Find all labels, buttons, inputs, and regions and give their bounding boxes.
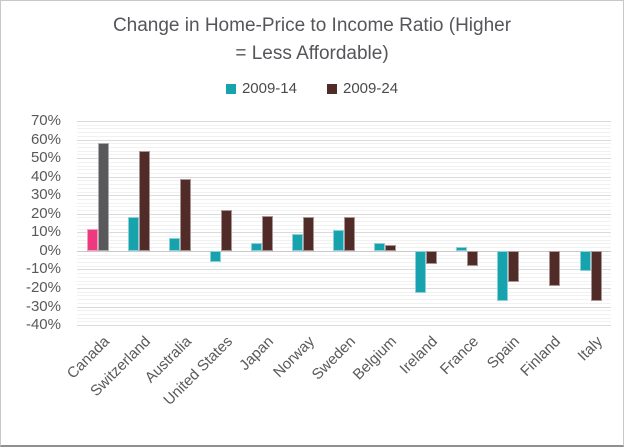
gridline-minor [77, 147, 611, 148]
gridline-minor [77, 169, 611, 171]
gridline-major [77, 139, 611, 141]
gridline-minor [77, 187, 611, 189]
bar-japan-2009-14 [250, 243, 262, 251]
bar-belgium-2009-14 [374, 243, 386, 251]
y-tick-label: 40% [30, 167, 61, 185]
gridline-minor [77, 184, 611, 186]
gridline-minor [77, 265, 611, 267]
bar-australia-2009-24 [179, 178, 191, 251]
y-tick-label: -40% [25, 316, 61, 333]
y-tick-label: -20% [25, 278, 61, 296]
chart-title: Change in Home-Price to Income Ratio (Hi… [1, 12, 623, 68]
bar-switzerland-2009-14 [127, 217, 139, 251]
chart-title-line-2: = Less Affordable) [235, 43, 389, 64]
plot-area [77, 121, 611, 326]
y-tick-label: -30% [25, 297, 61, 315]
bar-sweden-2009-24 [344, 217, 355, 251]
legend: 2009-14 2009-24 [1, 80, 623, 97]
legend-swatch-icon [225, 83, 236, 94]
gridline-major [77, 269, 611, 271]
gridline-minor [77, 198, 611, 200]
bar-italy-2009-24 [590, 250, 602, 301]
gridline-minor [77, 161, 611, 163]
gridline-minor [77, 132, 611, 134]
bar-sweden-2009-14 [333, 230, 344, 251]
legend-item-2009-14: 2009-14 [225, 80, 297, 97]
gridline-minor [77, 276, 611, 278]
gridline-minor [77, 280, 611, 282]
bar-spain-2009-24 [508, 250, 520, 283]
bar-france-2009-24 [467, 250, 479, 266]
gridline-minor [77, 258, 611, 260]
gridline-minor [77, 128, 611, 130]
gridline-major [77, 306, 611, 308]
bar-australia-2009-14 [168, 237, 180, 251]
gridline-minor [77, 291, 611, 293]
bar-japan-2009-24 [261, 215, 273, 251]
gridline-minor [77, 317, 611, 319]
gridline-major [77, 287, 611, 289]
y-tick-label: 30% [30, 186, 61, 204]
bar-canada-2009-14 [86, 228, 98, 251]
gridline-minor [77, 295, 611, 297]
gridline-minor [77, 273, 611, 275]
bar-norway-2009-24 [302, 217, 314, 251]
gridline-minor [77, 302, 611, 304]
bar-italy-2009-14 [579, 250, 591, 272]
gridline-minor [77, 135, 611, 137]
gridline-minor [77, 172, 611, 174]
gridline-minor [77, 180, 611, 182]
gridline-major [77, 325, 611, 326]
bar-finland-2009-24 [549, 250, 561, 286]
y-tick-label: -10% [25, 260, 61, 278]
gridline-minor [77, 313, 611, 315]
gridline-major [77, 121, 611, 122]
gridline-major [77, 213, 611, 215]
gridline-minor [77, 165, 611, 167]
gridline-minor [77, 284, 611, 286]
gridline-major [77, 176, 611, 178]
bar-united-states-2009-14 [209, 250, 221, 262]
y-tick-label: 70% [30, 112, 61, 129]
gridline-minor [77, 143, 611, 145]
bar-france-2009-14 [456, 247, 468, 251]
y-tick-label: 10% [30, 223, 61, 241]
y-tick-label: 0% [39, 241, 61, 259]
gridline-minor [77, 321, 611, 323]
gridline-major [77, 250, 611, 252]
gridline-minor [77, 254, 611, 256]
bar-norway-2009-14 [291, 234, 303, 251]
gridline-minor [77, 210, 611, 211]
bar-ireland-2009-14 [415, 250, 427, 294]
gridline-minor [77, 202, 611, 204]
legend-label: 2009-14 [241, 80, 297, 97]
gridline-minor [77, 206, 611, 208]
bar-belgium-2009-24 [385, 245, 397, 251]
bar-spain-2009-14 [497, 250, 509, 301]
y-tick-label: 60% [30, 130, 61, 148]
gridline-minor [77, 261, 611, 263]
gridline-minor [77, 124, 611, 126]
chart-title-line-1: Change in Home-Price to Income Ratio (Hi… [112, 15, 512, 36]
legend-item-2009-24: 2009-24 [327, 80, 398, 97]
bar-united-states-2009-24 [220, 210, 232, 251]
bar-canada-2009-24 [97, 143, 109, 251]
legend-swatch-icon [327, 83, 337, 94]
gridline-minor [77, 154, 611, 156]
gridline-minor [77, 191, 611, 193]
gridline-minor [77, 150, 611, 152]
y-tick-label: 20% [30, 204, 61, 222]
legend-label: 2009-24 [343, 80, 399, 97]
bar-switzerland-2009-24 [138, 150, 150, 251]
bar-ireland-2009-24 [426, 250, 438, 264]
gridline-major [77, 158, 611, 160]
gridline-minor [77, 310, 611, 312]
gridline-major [77, 195, 611, 197]
gridline-minor [77, 299, 611, 300]
y-tick-label: 50% [30, 149, 61, 167]
